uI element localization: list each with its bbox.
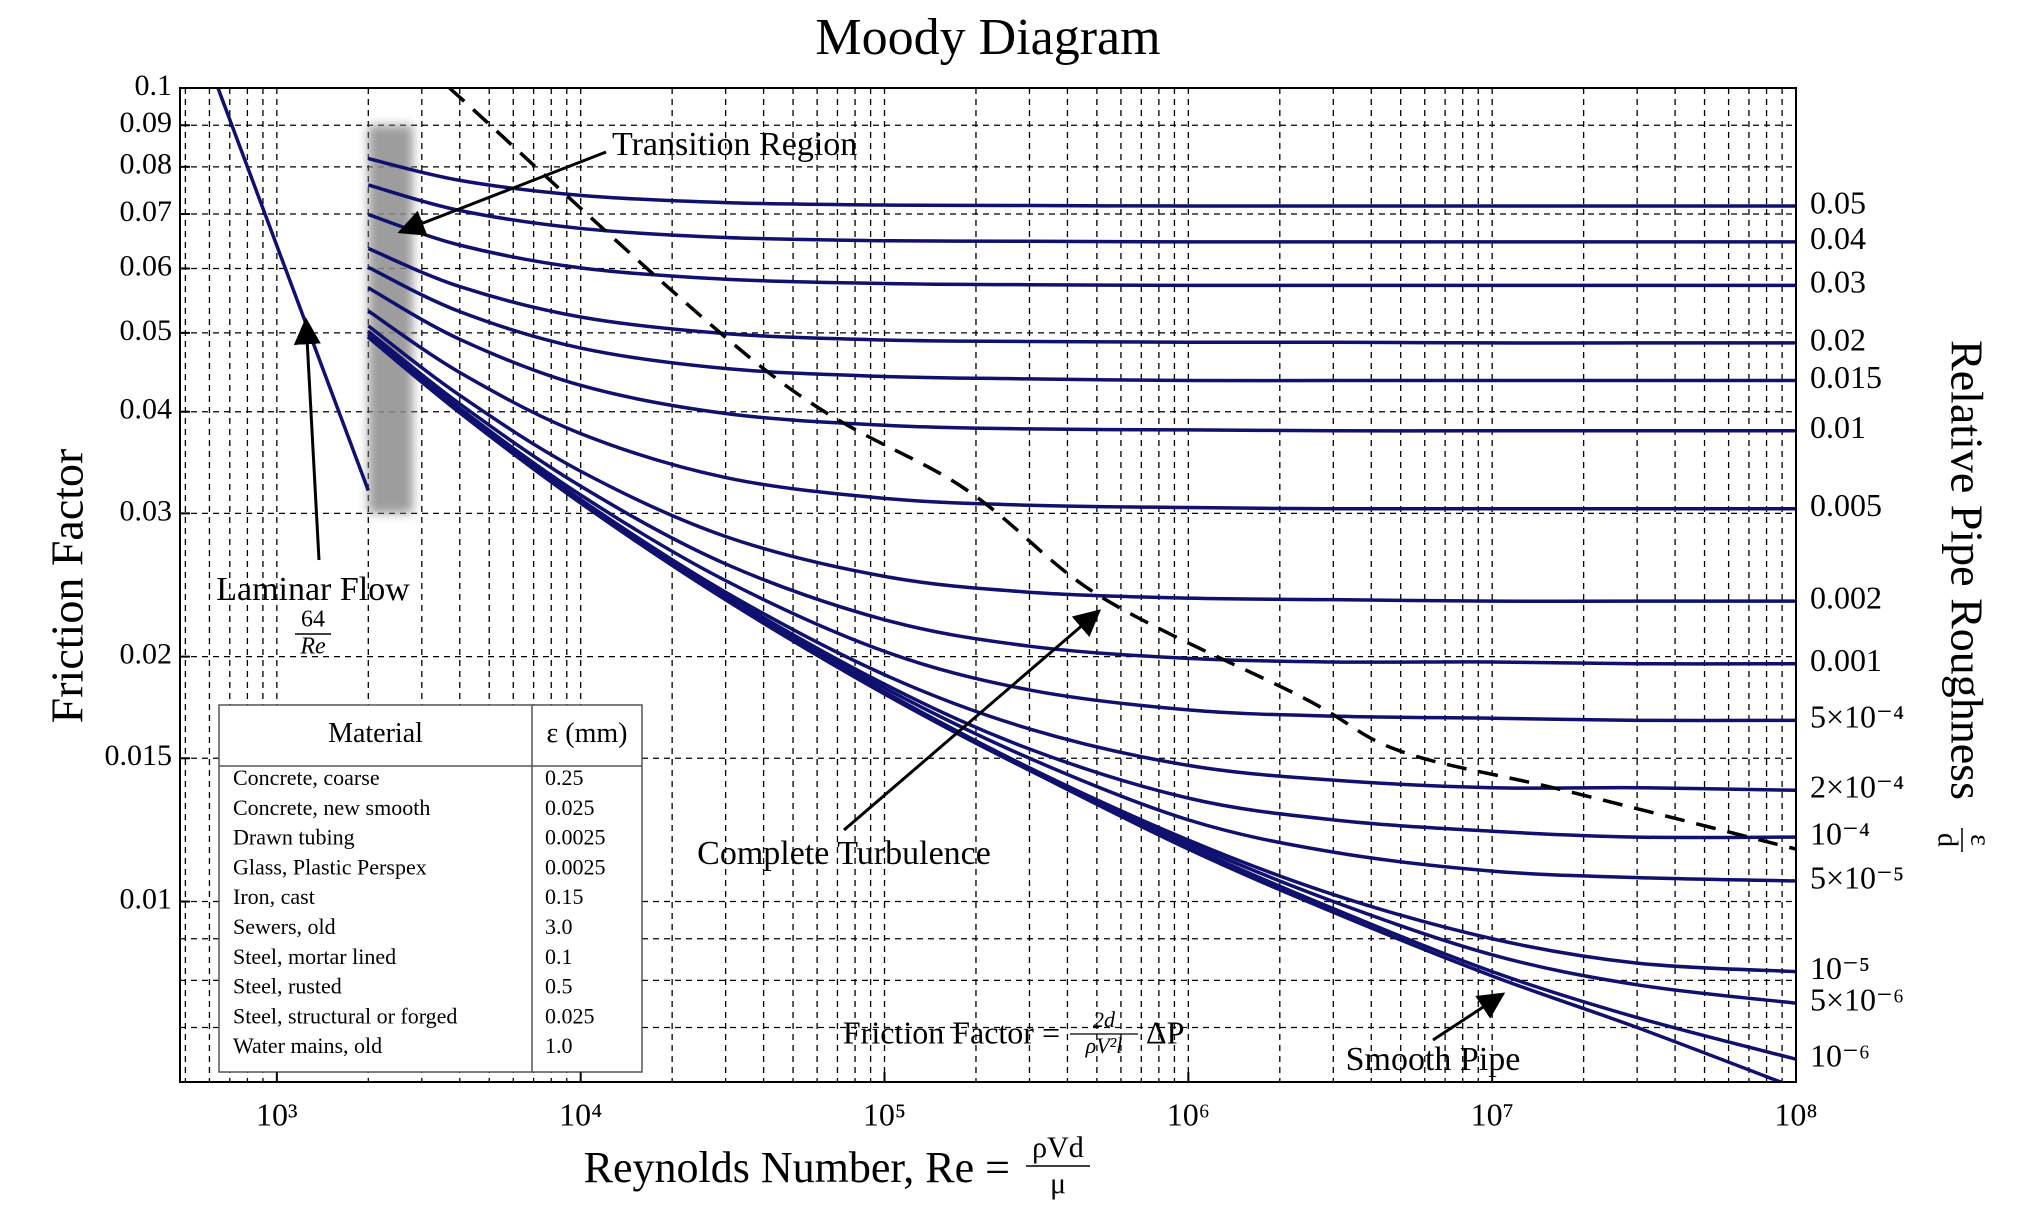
y-tick-label: 0.05 bbox=[120, 314, 173, 347]
y-tick-label: 0.01 bbox=[120, 882, 173, 915]
y2-axis-label: Relative Pipe Roughness bbox=[1941, 340, 1992, 800]
legend-label: 0.001 bbox=[1810, 642, 1882, 678]
table-cell: 3.0 bbox=[545, 914, 573, 939]
x-tick-label: 10⁶ bbox=[1167, 1096, 1210, 1132]
y-tick-label: 0.04 bbox=[120, 393, 173, 426]
arrow bbox=[293, 317, 321, 561]
legend-label: 0.002 bbox=[1810, 580, 1882, 616]
table-cell: 0.15 bbox=[545, 884, 584, 909]
laminar-label: Laminar Flow bbox=[216, 571, 410, 608]
legend-label: 10⁻⁴ bbox=[1810, 815, 1870, 851]
roughness-curve bbox=[367, 212, 1796, 288]
table-cell: Water mains, old bbox=[233, 1033, 382, 1058]
laminar-denominator: Re bbox=[299, 634, 326, 660]
table-cell: Steel, structural or forged bbox=[233, 1003, 457, 1028]
material-table: Material ε (mm) Concrete, coarse 0.25 Concre… bbox=[218, 704, 643, 1073]
y2-label-numerator: ε bbox=[1965, 834, 1996, 846]
table-cell: 0.0025 bbox=[545, 825, 606, 850]
roughness-curve bbox=[367, 309, 1796, 511]
formula-suffix: ΔP bbox=[1146, 1014, 1184, 1050]
x-label-denominator: μ bbox=[1050, 1167, 1066, 1200]
legend-label: 10⁻⁶ bbox=[1810, 1038, 1870, 1074]
legend-label: 0.01 bbox=[1810, 409, 1866, 445]
labels: 10³ 10⁴ 10⁵ 10⁶ 10⁷ 10⁸ 0.1 0.09 0.08 0.07 0.06 0.0… bbox=[105, 69, 1905, 1132]
y-tick-label: 0.08 bbox=[120, 148, 173, 181]
table-cell: Steel, rusted bbox=[233, 974, 342, 999]
roughness-curve bbox=[367, 156, 1796, 208]
table-cell: Sewers, old bbox=[233, 914, 336, 939]
roughness-curve bbox=[367, 183, 1796, 244]
legend-label: 0.03 bbox=[1810, 264, 1866, 300]
legend-label: 5×10⁻⁵ bbox=[1810, 859, 1904, 895]
smooth-pipe-label: Smooth Pipe bbox=[1346, 1041, 1521, 1078]
formula-denominator: ρV²l bbox=[1085, 1033, 1123, 1058]
table-cell: Steel, mortar lined bbox=[233, 944, 396, 969]
table-cell: Iron, cast bbox=[233, 884, 315, 909]
legend-label: 10⁻⁵ bbox=[1810, 950, 1870, 986]
table-cell: 0.1 bbox=[545, 944, 573, 969]
roughness-curve bbox=[367, 330, 1796, 666]
roughness-curve bbox=[367, 332, 1796, 723]
x-axis-label: Reynolds Number, Re = bbox=[584, 1143, 1010, 1192]
table-cell: 0.25 bbox=[545, 765, 584, 790]
y-tick-label: 0.03 bbox=[120, 494, 173, 527]
laminar-line bbox=[216, 88, 370, 492]
table-cell: Concrete, coarse bbox=[233, 765, 380, 790]
legend-label: 0.02 bbox=[1810, 321, 1866, 357]
formula-text: Friction Factor = bbox=[843, 1014, 1060, 1050]
x-label-numerator: ρVd bbox=[1032, 1131, 1084, 1164]
roughness-curve bbox=[367, 324, 1796, 604]
plot-area bbox=[216, 88, 1796, 1082]
transition-region bbox=[368, 125, 413, 514]
plot-frame bbox=[179, 87, 1797, 1083]
x-tick-label: 10⁸ bbox=[1774, 1096, 1817, 1132]
table-cell: 0.0025 bbox=[545, 854, 606, 879]
laminar-numerator: 64 bbox=[301, 607, 325, 633]
y-tick-label: 0.06 bbox=[120, 249, 173, 282]
x-tick-label: 10⁴ bbox=[559, 1096, 602, 1132]
roughness-curve bbox=[367, 246, 1796, 345]
legend-label: 0.04 bbox=[1810, 220, 1866, 256]
smooth-pipe-curve bbox=[367, 335, 1786, 1082]
table-header: Material bbox=[328, 718, 423, 749]
legend-label: 2×10⁻⁴ bbox=[1810, 769, 1904, 805]
arrow bbox=[397, 150, 607, 236]
table-cell: 0.5 bbox=[545, 974, 573, 999]
legend-label: 5×10⁻⁴ bbox=[1810, 699, 1904, 735]
arrow bbox=[1432, 992, 1506, 1042]
roughness-curve bbox=[367, 265, 1796, 383]
table-cell: Drawn tubing bbox=[233, 825, 355, 850]
table-cell: 0.025 bbox=[545, 795, 595, 820]
turbulence-label: Complete Turbulence bbox=[697, 835, 991, 872]
complete-turbulence-line bbox=[448, 88, 1796, 851]
table-header: ε (mm) bbox=[547, 718, 628, 749]
y-tick-label: 0.02 bbox=[120, 638, 173, 671]
legend-label: 5×10⁻⁶ bbox=[1810, 982, 1904, 1018]
table-cell: Glass, Plastic Perspex bbox=[233, 854, 427, 879]
chart-title: Moody Diagram bbox=[815, 9, 1160, 66]
y-tick-label: 0.07 bbox=[120, 195, 173, 228]
y-tick-label: 0.09 bbox=[120, 106, 173, 139]
y2-label-denominator: d bbox=[1932, 833, 1963, 847]
x-tick-label: 10³ bbox=[256, 1096, 298, 1132]
arrow bbox=[843, 609, 1102, 832]
y-tick-label: 0.015 bbox=[105, 739, 173, 772]
table-cell: 0.025 bbox=[545, 1003, 595, 1028]
roughness-curve bbox=[367, 286, 1796, 433]
y2-axis-label-group: Relative Pipe Roughness ε d bbox=[1932, 340, 1996, 852]
x-tick-label: 10⁷ bbox=[1471, 1096, 1514, 1132]
formula-numerator: 2d bbox=[1093, 1007, 1116, 1032]
legend-label: 0.05 bbox=[1810, 184, 1866, 220]
legend-label: 0.015 bbox=[1810, 359, 1882, 395]
transition-label: Transition Region bbox=[612, 126, 857, 163]
x-tick-label: 10⁵ bbox=[863, 1096, 906, 1132]
y-axis-label: Friction Factor bbox=[42, 449, 93, 724]
y-tick-label: 0.1 bbox=[135, 69, 173, 102]
table-cell: Concrete, new smooth bbox=[233, 795, 430, 820]
table-cell: 1.0 bbox=[545, 1033, 573, 1058]
legend-label: 0.005 bbox=[1810, 487, 1882, 523]
